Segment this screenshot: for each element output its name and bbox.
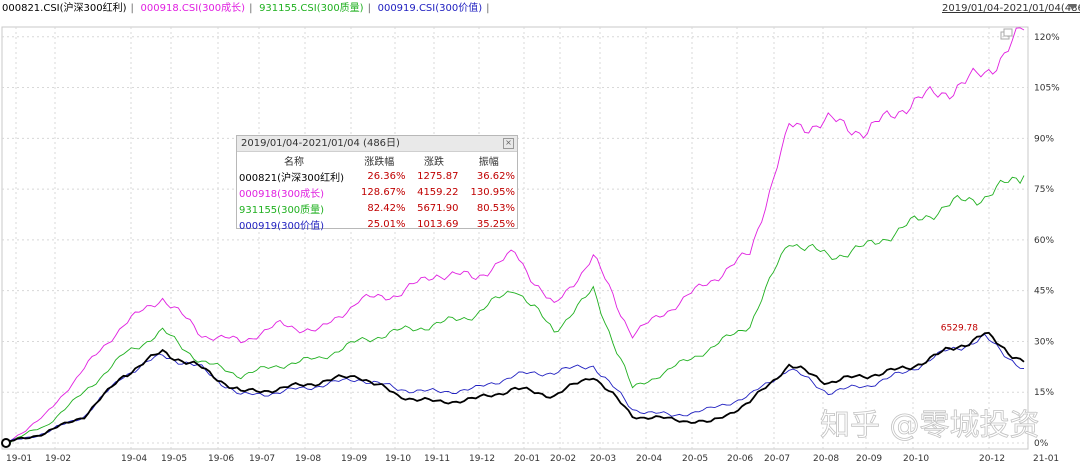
series-line — [5, 331, 1025, 443]
info-cell-pct: 82.42% — [367, 202, 406, 214]
restore-icon[interactable] — [1000, 28, 1013, 40]
legend-separator: | — [249, 3, 252, 14]
info-cell-chg: 1013.69 — [417, 218, 459, 230]
info-table-row[interactable]: 000919(300价值) 25.01% 1013.69 35.25% — [237, 216, 517, 232]
x-tick-label: 20-01 — [514, 454, 540, 464]
info-panel-title: 2019/01/04-2021/01/04 (486日) — [241, 138, 400, 149]
y-tick-label: 120% — [1034, 33, 1060, 43]
col-name: 名称 — [284, 156, 304, 168]
x-tick-label: 19-08 — [295, 454, 321, 464]
x-tick-label: 20-05 — [682, 454, 708, 464]
x-tick-label: 19-06 — [208, 454, 234, 464]
x-tick-label: 19-11 — [424, 454, 450, 464]
x-tick-label: 20-03 — [590, 454, 616, 464]
x-tick-label: 20-08 — [813, 454, 839, 464]
x-axis: 19-01 19-02 19-04 19-05 19-06 19-07 19-08 19-09… — [6, 454, 1059, 464]
info-cell-amp: 130.95% — [470, 186, 516, 198]
x-tick-label: 20-06 — [727, 454, 753, 464]
info-cell-pct: 26.36% — [367, 170, 406, 182]
x-tick-label: 21-01 — [1033, 454, 1059, 464]
series-line — [5, 27, 1025, 443]
info-cell-amp: 80.53% — [476, 202, 515, 214]
x-tick-label: 20-09 — [856, 454, 882, 464]
info-cell-pct: 128.67% — [361, 186, 406, 198]
legend-item[interactable]: 931155.CSI(300质量) — [259, 2, 364, 14]
info-panel[interactable]: 2019/01/04-2021/01/04 (486日) × 名称 涨跌幅 涨跌… — [236, 135, 518, 232]
max-annotation: 6529.78 — [941, 324, 978, 334]
col-amp: 振幅 — [478, 156, 499, 168]
info-table: 名称 涨跌幅 涨跌 振幅 000821(沪深300红利) 26.36% 1275.8… — [237, 152, 517, 232]
info-cell-chg: 5671.90 — [417, 202, 459, 214]
grid — [2, 27, 1028, 449]
start-marker — [1, 438, 11, 448]
legend-separator: | — [368, 3, 371, 14]
x-tick-label: 20-12 — [979, 454, 1005, 464]
info-cell-name: 000821(沪深300红利) — [239, 172, 345, 184]
info-cell-name: 000918(300成长) — [239, 188, 325, 200]
close-icon[interactable]: × — [503, 138, 514, 149]
y-tick-label: 60% — [1034, 236, 1054, 246]
x-tick-label: 19-05 — [161, 454, 187, 464]
x-tick-label: 19-10 — [385, 454, 411, 464]
series-lines — [1, 27, 1025, 448]
legend-item[interactable]: 000821.CSI(沪深300红利) — [2, 1, 127, 14]
range-label[interactable]: 2019/01/04-2021/01/04(486日) — [942, 3, 1080, 14]
x-tick-label: 19-09 — [341, 454, 367, 464]
col-pct: 涨跌幅 — [364, 156, 395, 168]
info-cell-pct: 25.01% — [367, 218, 406, 230]
series-line — [5, 333, 1025, 444]
info-table-header-row: 名称 涨跌幅 涨跌 振幅 — [237, 152, 517, 168]
x-tick-label: 19-02 — [45, 454, 71, 464]
col-chg: 涨跌 — [423, 156, 444, 168]
y-tick-label: 105% — [1034, 84, 1060, 94]
y-tick-label: 75% — [1034, 185, 1054, 195]
y-tick-label: 0% — [1034, 439, 1049, 449]
y-tick-label: 15% — [1034, 388, 1054, 398]
info-panel-header: 2019/01/04-2021/01/04 (486日) × — [237, 136, 517, 152]
info-table-row[interactable]: 931155(300质量) 82.42% 5671.90 80.53% — [237, 200, 517, 216]
x-tick-label: 20-02 — [550, 454, 576, 464]
info-table-row[interactable]: 000821(沪深300红利) 26.36% 1275.87 36.62% — [237, 168, 517, 184]
x-tick-label: 20-04 — [636, 454, 662, 464]
y-tick-label: 90% — [1034, 134, 1054, 144]
plot-frame — [1, 26, 1029, 450]
x-tick-label: 20-10 — [903, 454, 929, 464]
info-cell-amp: 35.25% — [476, 218, 515, 230]
legend-item[interactable]: 000918.CSI(300成长) — [141, 2, 246, 14]
x-tick-label: 19-04 — [121, 454, 147, 464]
chevron-down-icon[interactable] — [1068, 4, 1077, 10]
y-tick-label: 30% — [1034, 337, 1054, 347]
legend-separator: | — [486, 3, 489, 14]
legend-separator: | — [131, 3, 134, 14]
info-cell-chg: 4159.22 — [417, 186, 459, 198]
legend-item[interactable]: 000919.CSI(300价值) — [378, 1, 483, 14]
y-axis: 0% 15% 30% 45% 60% 75% 90% 105% 120% — [1034, 33, 1060, 449]
x-tick-label: 19-12 — [469, 454, 495, 464]
x-tick-label: 19-01 — [6, 454, 32, 464]
info-cell-amp: 36.62% — [476, 170, 515, 182]
series-line — [6, 175, 1025, 444]
watermark: 知乎 @零城投资 — [820, 408, 1040, 443]
info-cell-chg: 1275.87 — [417, 170, 459, 182]
legend: 000821.CSI(沪深300红利) | 000918.CSI(300成长) | 93… — [2, 1, 490, 14]
x-tick-label: 19-07 — [249, 454, 275, 464]
x-tick-label: 20-07 — [764, 454, 790, 464]
y-tick-label: 45% — [1034, 287, 1054, 297]
info-cell-name: 931155(300质量) — [239, 204, 325, 216]
info-table-row[interactable]: 000918(300成长) 128.67% 4159.22 130.95% — [237, 184, 517, 200]
info-cell-name: 000919(300价值) — [239, 220, 325, 232]
